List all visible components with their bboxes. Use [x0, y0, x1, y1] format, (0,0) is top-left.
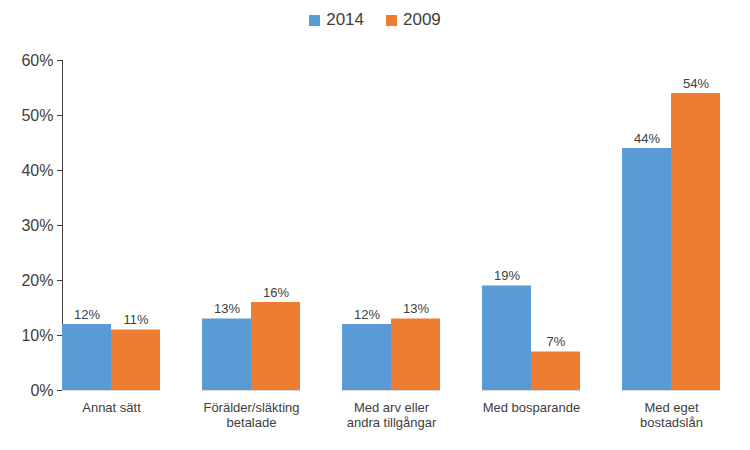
svg-text:19%: 19% — [494, 268, 520, 283]
svg-text:13%: 13% — [214, 301, 240, 316]
svg-text:44%: 44% — [634, 131, 660, 146]
svg-text:40%: 40% — [21, 162, 53, 179]
svg-text:11%: 11% — [123, 312, 148, 327]
svg-text:16%: 16% — [263, 285, 289, 300]
svg-text:10%: 10% — [21, 327, 53, 344]
svg-text:30%: 30% — [21, 217, 53, 234]
svg-text:50%: 50% — [21, 107, 53, 124]
svg-text:Annat sätt: Annat sätt — [82, 400, 141, 415]
svg-text:13%: 13% — [403, 301, 429, 316]
svg-text:54%: 54% — [683, 76, 709, 91]
html-text:2009: 2009 — [403, 10, 441, 29]
svg-text:7%: 7% — [547, 334, 566, 349]
svg-text:0%: 0% — [30, 382, 53, 399]
html-text:2014: 2014 — [326, 10, 364, 29]
svg-text:60%: 60% — [21, 52, 53, 69]
svg-text:Med egetbostadslån: Med egetbostadslån — [640, 400, 703, 431]
svg-text:20%: 20% — [21, 272, 53, 289]
svg-text:12%: 12% — [354, 307, 380, 322]
svg-text:12%: 12% — [74, 307, 100, 322]
svg-text:Med bosparande: Med bosparande — [483, 400, 581, 415]
svg-text:Förälder/släktingbetalade: Förälder/släktingbetalade — [203, 400, 299, 431]
svg-text:Med arv ellerandra tillgångar: Med arv ellerandra tillgångar — [347, 400, 437, 431]
